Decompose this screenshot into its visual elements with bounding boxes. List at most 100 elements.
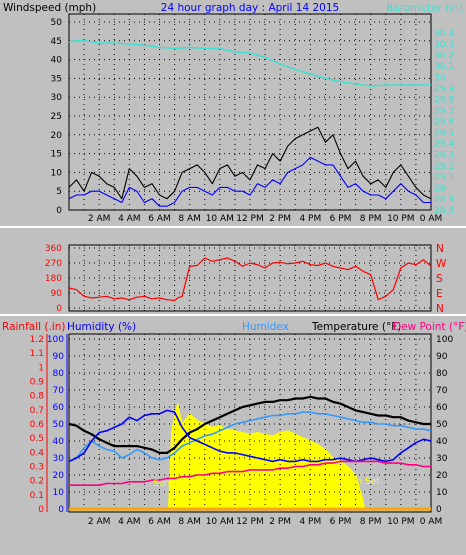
- rainfall-tick-label: 0.3: [30, 463, 44, 473]
- barometer-tick-label: 29.7: [434, 106, 454, 116]
- barometer-tick-label: 29.8: [434, 95, 454, 105]
- x-tick-label: 10 AM: [206, 517, 234, 527]
- barometer-tick-label: 29.2: [434, 162, 454, 172]
- barometer-tick-label: 30.2: [434, 51, 454, 61]
- rainfall-tick-label: 1: [38, 363, 44, 373]
- rainfall-ticks: 0 0.1 0.2 0.3 0.4 0.5 0.6 0.7 0.8 0.9 1 1.1 1.2: [30, 335, 45, 515]
- degree-tick-label: 0: [56, 304, 62, 314]
- x-tick-label: 4 PM: [299, 214, 321, 224]
- temperature-tick-label: 10: [436, 488, 448, 498]
- compass-tick-label: S: [436, 273, 443, 285]
- barometer-tick-label: 29: [434, 184, 446, 194]
- temperature-tick-label: 50: [436, 420, 448, 430]
- rainfall-tick-label: 0.1: [30, 491, 44, 501]
- windspeed-tick-label: 10: [51, 168, 63, 178]
- compass-tick-label: W: [436, 258, 447, 270]
- wind-gridlines: [69, 14, 431, 211]
- panel-wind-barometer: Windspeed (mph) 24 hour graph day : Apri…: [0, 0, 466, 226]
- dewpoint-label: Dew Point (°F): [393, 321, 466, 333]
- x-tick-label: 6 PM: [330, 214, 352, 224]
- series-line: [68, 395, 431, 454]
- barometer-tick-label: 29.4: [434, 140, 454, 150]
- windspeed-tick-label: 45: [51, 37, 62, 47]
- windspeed-tick-label: 25: [51, 112, 62, 122]
- x-tick-label: 2 PM: [269, 517, 291, 527]
- x-tick-label: 2 AM: [88, 214, 111, 224]
- temperature-tick-label: 20: [436, 471, 448, 481]
- humidity-tick-label: 30: [53, 454, 65, 464]
- panel-temperature: Rainfall (.in) Humidity (%) Humidex Temp…: [2, 321, 466, 527]
- windspeed-axis-label: Windspeed (mph): [3, 2, 96, 14]
- windspeed-tick-label: 35: [51, 74, 62, 84]
- series-line: [68, 156, 431, 207]
- barometer-tick-label: 30: [434, 73, 446, 83]
- temperature-tick-label: 60: [436, 403, 448, 413]
- series-line: [68, 126, 432, 200]
- x-tick-label: 2 PM: [269, 214, 291, 224]
- x-tick-label: 10 AM: [206, 214, 234, 224]
- rainfall-axis-label: Rainfall (.in): [2, 321, 65, 333]
- temperature-tick-label: 0: [436, 505, 442, 515]
- humidity-tick-label: 100: [47, 335, 64, 345]
- windspeed-ticks: 0 5 10 15 20 25 30 35 40 45 50: [51, 18, 63, 216]
- direction-series: [68, 257, 432, 302]
- humidity-tick-label: 60: [53, 403, 65, 413]
- humidity-tick-label: 20: [53, 471, 65, 481]
- rainfall-tick-label: 0: [38, 505, 44, 515]
- barometer-tick-label: 28.8: [434, 206, 454, 216]
- temperature-tick-label: 90: [436, 352, 448, 362]
- wind-time-ticks: 2 AM 4 AM 6 AM 8 AM 10 AM 12 PM 2 PM 4 PM 6 PM 8 …: [88, 214, 442, 224]
- sunset-annotation: Sun Set: [345, 477, 380, 487]
- barometer-tick-label: 30.3: [434, 40, 454, 50]
- temperature-time-ticks: 2 AM 4 AM 6 AM 8 AM 10 AM 12 PM 2 PM 4 PM 6 PM 8 …: [88, 517, 442, 527]
- barometer-tick-label: 29.9: [434, 84, 454, 94]
- humidity-ticks: 0 10 20 30 40 50 60 70 80 90 100: [47, 335, 64, 515]
- series-line: [68, 40, 431, 87]
- x-tick-label: 6 PM: [330, 517, 352, 527]
- series-line: [68, 257, 432, 302]
- compass-tick-label: N: [436, 243, 444, 255]
- temperature-tick-label: 80: [436, 369, 448, 379]
- x-tick-label: 8 AM: [178, 517, 201, 527]
- humidity-tick-label: 40: [53, 437, 65, 447]
- x-tick-label: 8 PM: [360, 214, 382, 224]
- degree-tick-label: 180: [45, 274, 62, 284]
- windspeed-tick-label: 0: [56, 206, 62, 216]
- x-tick-label: 6 AM: [148, 214, 171, 224]
- barometer-tick-label: 29.1: [434, 173, 454, 183]
- compass-tick-label: E: [436, 288, 443, 300]
- direction-degree-ticks: 0 90 180 270 360: [45, 244, 62, 314]
- x-tick-label: 10 PM: [387, 214, 415, 224]
- rainfall-tick-label: 0.7: [30, 406, 44, 416]
- humidity-tick-label: 80: [53, 369, 65, 379]
- humidity-tick-label: 90: [53, 352, 65, 362]
- barometer-tick-label: 29.6: [434, 118, 454, 128]
- humidity-tick-label: 50: [53, 420, 65, 430]
- degree-tick-label: 360: [45, 244, 62, 254]
- temperature-ticks: 0 10 20 30 40 50 60 70 80 90 100: [436, 335, 453, 515]
- sunrise-annotation: Sun Rise: [153, 479, 192, 489]
- series-line: [68, 411, 432, 463]
- windspeed-tick-label: 40: [51, 56, 63, 66]
- rainfall-tick-label: 0.8: [30, 392, 45, 402]
- barometer-tick-label: 30.1: [434, 62, 454, 72]
- temperature-series: [68, 395, 432, 511]
- rainfall-tick-label: 0.2: [30, 477, 44, 487]
- windspeed-tick-label: 20: [51, 131, 63, 141]
- barometer-tick-label: 28.9: [434, 195, 454, 205]
- compass-tick-label: N: [436, 303, 444, 315]
- x-tick-label: 6 AM: [148, 517, 171, 527]
- barometer-ticks: 28.828.92929.129.229.329.429.529.629.729…: [434, 29, 454, 216]
- barometer-tick-label: 29.3: [434, 151, 454, 161]
- temperature-tick-label: 100: [436, 335, 453, 345]
- series-line: [68, 409, 432, 463]
- x-tick-label: 0 AM: [420, 517, 443, 527]
- series-line: [69, 460, 431, 487]
- temperature-tick-label: 70: [436, 386, 448, 396]
- temperature-tick-label: 30: [436, 454, 448, 464]
- x-tick-label: 4 AM: [118, 517, 141, 527]
- barometer-tick-label: 29.5: [434, 129, 454, 139]
- barometer-axis-label: Barometer (in): [386, 2, 463, 14]
